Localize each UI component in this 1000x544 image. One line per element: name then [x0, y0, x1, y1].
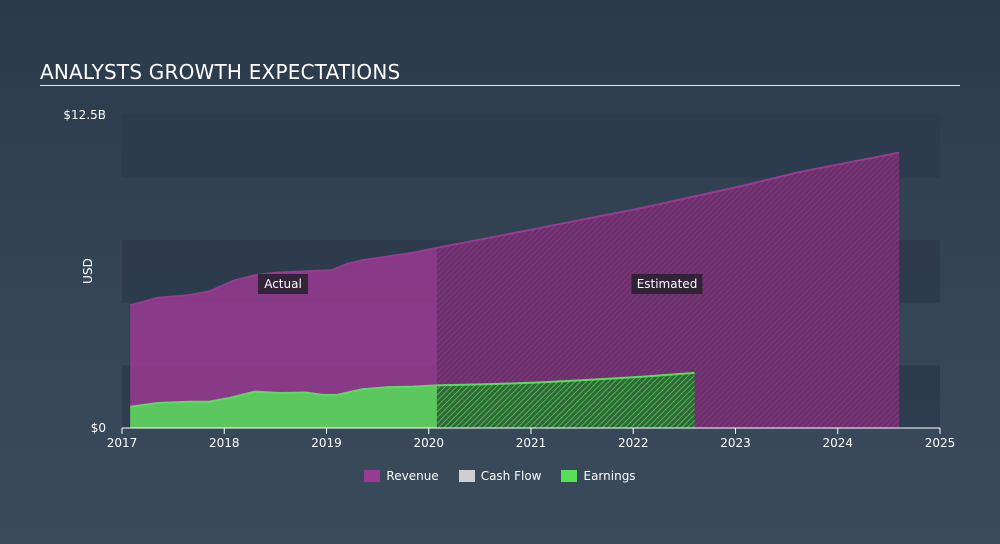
earnings-swatch [561, 470, 578, 482]
y-tick-label: $12.5B [63, 108, 106, 122]
actual-label: Actual [258, 274, 308, 294]
title-divider [40, 85, 960, 86]
earnings-estimated-area [436, 372, 695, 428]
x-tick-label: 2017 [107, 436, 138, 450]
legend: Revenue Cash Flow Earnings [0, 469, 1000, 483]
earnings-actual-line [130, 384, 437, 408]
x-tick-label: 2022 [618, 436, 649, 450]
y-tick-label: $0 [91, 421, 106, 435]
revenue-estimated-line [436, 151, 900, 249]
actual-label-bg [258, 274, 308, 294]
earnings-estimated-line [436, 371, 695, 387]
x-tick-label: 2021 [516, 436, 547, 450]
legend-label: Cash Flow [480, 469, 542, 483]
x-tick-label: 2023 [720, 436, 751, 450]
legend-item-cashflow[interactable]: Cash Flow [458, 469, 542, 483]
estimated-label: Estimated [631, 274, 703, 294]
legend-item-revenue[interactable]: Revenue [364, 469, 439, 483]
x-tick-label: 2024 [822, 436, 853, 450]
chart-title: ANALYSTS GROWTH EXPECTATIONS [40, 60, 401, 84]
x-tick-label: 2019 [311, 436, 342, 450]
legend-label: Revenue [386, 469, 439, 483]
y-axis-label: USD [81, 258, 95, 284]
revenue-swatch [364, 470, 381, 482]
legend-label: Earnings [583, 469, 636, 483]
earnings-actual-area [130, 385, 437, 428]
actual-label-text: Actual [264, 277, 302, 291]
legend-item-earnings[interactable]: Earnings [561, 469, 636, 483]
series-areas [129, 151, 900, 428]
axes: 2017 2018 2019 2020 2021 2022 2023 2024 2025 $12.… [63, 108, 955, 450]
estimated-label-text: Estimated [637, 277, 698, 291]
x-tick-label: 2020 [413, 436, 444, 450]
revenue-actual-line [129, 246, 438, 307]
x-tick-label: 2018 [209, 436, 240, 450]
cashflow-swatch [458, 470, 475, 482]
grid-band [122, 115, 940, 178]
estimated-label-bg [631, 274, 703, 294]
x-tick-label: 2025 [925, 436, 956, 450]
annotations: Actual Estimated [258, 274, 703, 294]
